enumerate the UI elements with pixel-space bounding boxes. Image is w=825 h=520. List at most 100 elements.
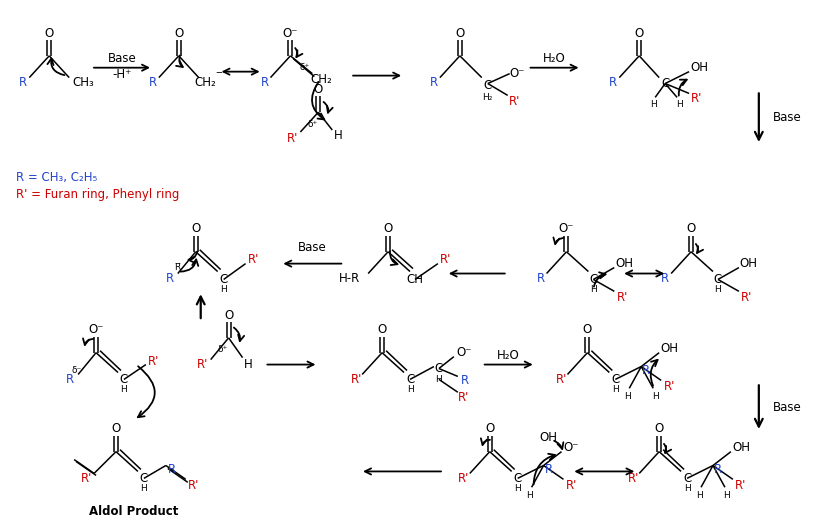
Text: H: H: [695, 491, 702, 500]
Text: O: O: [582, 323, 592, 336]
Text: H: H: [724, 491, 730, 500]
Text: O: O: [191, 223, 200, 236]
Text: H₂O: H₂O: [497, 349, 520, 362]
Text: R: R: [66, 373, 74, 386]
Text: R' = Furan ring, Phenyl ring: R' = Furan ring, Phenyl ring: [16, 188, 180, 201]
Text: Base: Base: [773, 111, 802, 124]
Text: C: C: [683, 472, 691, 485]
Text: CH₂: CH₂: [195, 76, 217, 89]
Text: C: C: [589, 273, 597, 286]
Text: R: R: [460, 374, 469, 387]
Text: R': R': [509, 95, 521, 108]
Text: H: H: [676, 100, 682, 109]
Text: H: H: [590, 285, 596, 294]
Text: O⁻: O⁻: [283, 27, 298, 40]
Text: CH₃: CH₃: [73, 76, 94, 89]
Text: OH: OH: [540, 431, 558, 444]
Text: δ⁺: δ⁺: [299, 63, 309, 72]
Text: O⁻: O⁻: [456, 346, 472, 359]
Text: R': R': [663, 380, 675, 393]
Text: R': R': [197, 358, 209, 371]
Text: R': R': [628, 472, 639, 485]
Text: OH: OH: [732, 441, 750, 454]
Text: O: O: [378, 323, 387, 336]
Text: H: H: [244, 358, 253, 371]
Text: OH: OH: [615, 257, 634, 270]
Text: R: R: [19, 76, 27, 89]
Text: -H⁺: -H⁺: [112, 68, 132, 81]
Text: O⁻: O⁻: [509, 67, 525, 80]
Text: R': R': [351, 373, 362, 386]
Text: O⁻: O⁻: [563, 441, 579, 454]
Text: R': R': [441, 253, 451, 266]
Text: H: H: [714, 285, 721, 294]
Text: O: O: [314, 83, 323, 96]
Text: R': R': [741, 291, 752, 304]
Text: R: R: [536, 272, 544, 285]
Text: C: C: [611, 373, 620, 386]
Text: H: H: [650, 100, 657, 109]
Text: O: O: [654, 422, 664, 435]
Text: R': R': [188, 479, 200, 492]
Text: O⁻: O⁻: [88, 323, 104, 336]
Text: CH₂: CH₂: [310, 73, 332, 86]
Text: δ⁻: δ⁻: [72, 366, 82, 375]
Text: R: R: [148, 76, 157, 89]
Text: H: H: [624, 392, 630, 401]
Text: R: R: [544, 463, 553, 476]
Text: CH: CH: [407, 273, 423, 286]
Text: C: C: [714, 273, 722, 286]
Text: C: C: [483, 79, 492, 92]
Text: R': R': [148, 355, 159, 368]
Text: R: R: [166, 272, 174, 285]
Text: R̅: R̅: [175, 263, 181, 272]
Text: Base: Base: [773, 400, 802, 413]
Text: O⁻: O⁻: [559, 223, 574, 236]
Text: O: O: [455, 27, 464, 40]
Text: R: R: [661, 272, 669, 285]
Text: R': R': [566, 479, 578, 492]
Text: C: C: [219, 273, 228, 286]
Text: R = CH₃, C₂H₅: R = CH₃, C₂H₅: [16, 171, 97, 184]
Text: H: H: [612, 385, 619, 394]
Text: R': R': [458, 472, 469, 485]
Text: O: O: [686, 223, 695, 236]
Text: H: H: [120, 385, 127, 394]
Text: R: R: [714, 463, 722, 476]
Text: H: H: [407, 385, 413, 394]
Text: R: R: [642, 364, 650, 377]
Text: H: H: [140, 484, 148, 493]
Text: H: H: [514, 484, 521, 493]
Text: H: H: [652, 392, 658, 401]
Text: H: H: [436, 375, 442, 384]
Text: δ⁺: δ⁺: [218, 345, 228, 354]
Text: Aldol Product: Aldol Product: [89, 504, 179, 517]
Text: R': R': [458, 391, 469, 404]
Text: R: R: [167, 463, 176, 476]
Text: R': R': [616, 291, 628, 304]
Text: C: C: [435, 362, 443, 375]
Text: δ⁺: δ⁺: [307, 120, 318, 128]
Text: O: O: [485, 422, 494, 435]
Text: C: C: [661, 77, 669, 90]
Text: R': R': [80, 472, 92, 485]
Text: H: H: [334, 129, 342, 142]
Text: H-R: H-R: [339, 272, 361, 285]
Text: C: C: [406, 373, 414, 386]
Text: R': R': [735, 479, 747, 492]
Text: OH: OH: [740, 257, 758, 270]
Text: H₂O: H₂O: [543, 53, 566, 66]
Text: O: O: [45, 27, 54, 40]
Text: H: H: [220, 285, 227, 294]
Text: Base: Base: [107, 53, 136, 66]
Text: R': R': [556, 373, 567, 386]
Text: Base: Base: [298, 241, 327, 254]
Text: C: C: [139, 472, 148, 485]
Text: O: O: [634, 27, 644, 40]
Text: H₂: H₂: [483, 93, 493, 102]
Text: O: O: [224, 308, 233, 321]
Text: R': R': [691, 92, 703, 105]
Text: R: R: [261, 76, 269, 89]
Text: H: H: [684, 484, 691, 493]
Text: H: H: [526, 491, 533, 500]
